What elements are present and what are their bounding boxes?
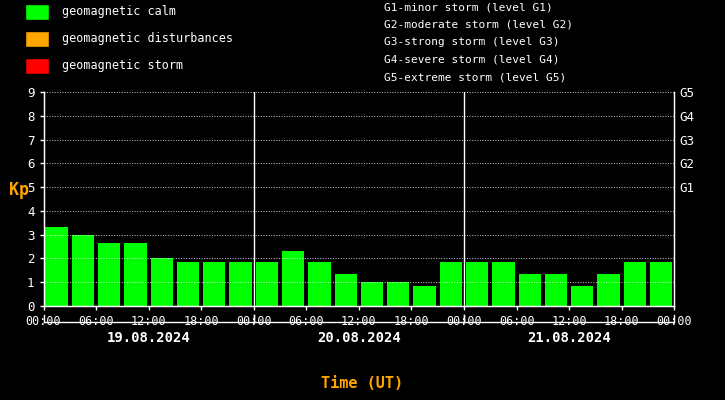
Bar — [256, 262, 278, 306]
Bar — [229, 262, 252, 306]
Text: G1-minor storm (level G1): G1-minor storm (level G1) — [384, 2, 553, 12]
Bar — [387, 282, 410, 306]
Text: Time (UT): Time (UT) — [321, 376, 404, 392]
Bar — [177, 262, 199, 306]
FancyBboxPatch shape — [25, 31, 49, 47]
Bar — [308, 262, 331, 306]
Text: 21.08.2024: 21.08.2024 — [527, 331, 611, 345]
Bar — [46, 227, 68, 306]
Text: G2-moderate storm (level G2): G2-moderate storm (level G2) — [384, 20, 573, 30]
Bar — [361, 282, 384, 306]
Bar — [203, 262, 225, 306]
Bar — [597, 274, 620, 306]
Bar — [72, 235, 94, 306]
Text: geomagnetic calm: geomagnetic calm — [62, 5, 175, 18]
Y-axis label: Kp: Kp — [9, 181, 29, 199]
Bar — [624, 262, 646, 306]
Bar — [124, 242, 146, 306]
Text: G3-strong storm (level G3): G3-strong storm (level G3) — [384, 37, 560, 47]
Bar — [571, 286, 594, 306]
Bar — [650, 262, 672, 306]
Text: 19.08.2024: 19.08.2024 — [107, 331, 191, 345]
Bar — [466, 262, 489, 306]
Text: geomagnetic disturbances: geomagnetic disturbances — [62, 32, 233, 45]
Bar — [98, 242, 120, 306]
Text: G4-severe storm (level G4): G4-severe storm (level G4) — [384, 55, 560, 65]
Bar — [439, 262, 462, 306]
FancyBboxPatch shape — [25, 4, 49, 20]
Bar — [282, 250, 304, 306]
Bar — [492, 262, 515, 306]
Bar — [151, 258, 173, 306]
Text: geomagnetic storm: geomagnetic storm — [62, 59, 183, 72]
Bar — [518, 274, 541, 306]
Text: G5-extreme storm (level G5): G5-extreme storm (level G5) — [384, 72, 566, 82]
Bar — [544, 274, 567, 306]
FancyBboxPatch shape — [25, 58, 49, 74]
Bar — [413, 286, 436, 306]
Text: 20.08.2024: 20.08.2024 — [317, 331, 401, 345]
Bar — [334, 274, 357, 306]
